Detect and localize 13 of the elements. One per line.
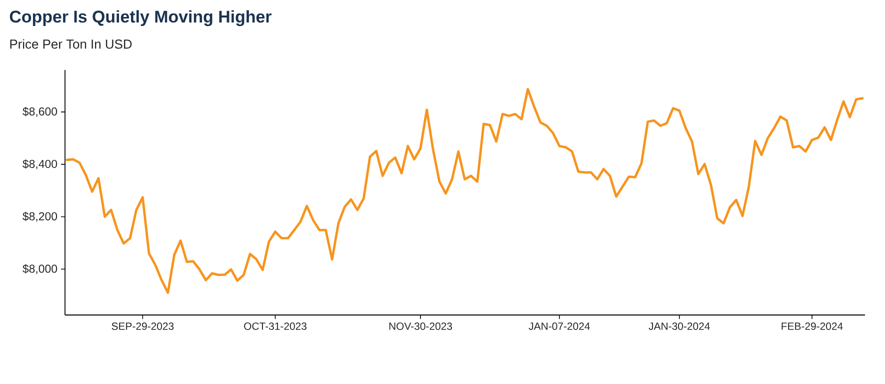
y-tick-label: $8,400	[22, 159, 58, 170]
x-tick-label: JAN-07-2024	[528, 322, 590, 330]
y-tick-label: $8,200	[22, 212, 58, 222]
x-tick-label: NOV-30-2023	[389, 322, 452, 330]
chart-title: Copper Is Quietly Moving Higher	[10, 10, 272, 26]
x-tick-label: OCT-31-2023	[244, 322, 306, 330]
y-tick-label: $8,000	[22, 264, 58, 274]
x-tick-label: SEP-29-2023	[112, 322, 174, 330]
y-tick-label: $8,600	[22, 106, 58, 117]
x-tick-label: JAN-30-2024	[648, 322, 710, 330]
line-series	[66, 88, 864, 294]
chart-subtitle: Price Per Ton In USD	[10, 39, 132, 49]
x-tick-label: FEB-29-2024	[782, 322, 843, 330]
